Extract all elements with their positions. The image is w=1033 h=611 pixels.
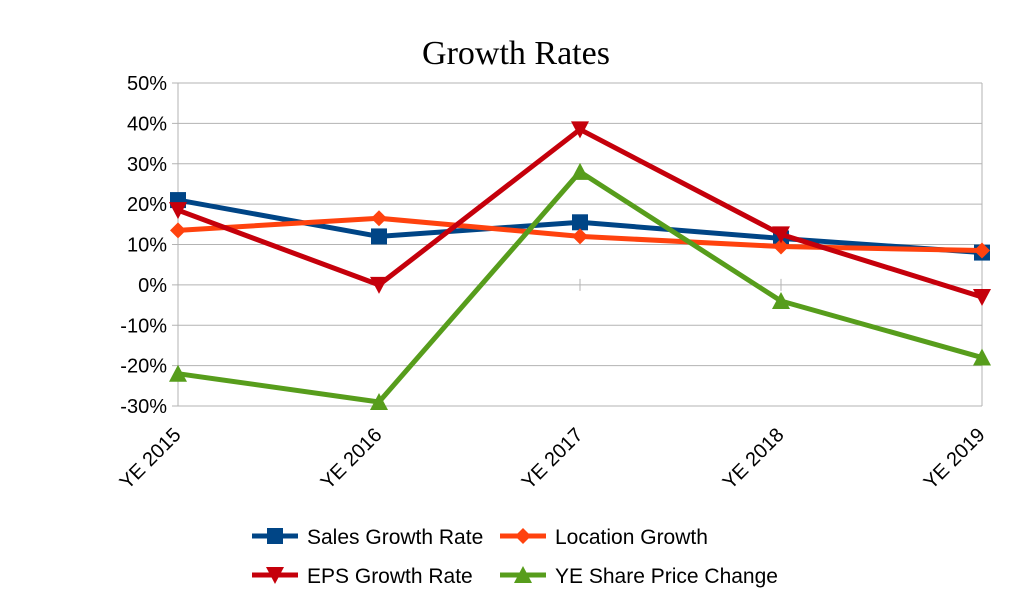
- x-axis-ticks: YE 2015 YE 2016 YE 2017 YE 2018 YE 2019: [116, 424, 990, 494]
- data-point-series-3: [571, 121, 589, 139]
- data-point-series-2: [170, 222, 186, 239]
- data-point-series-2: [974, 242, 990, 259]
- series-line-3: [177, 126, 983, 300]
- data-point-series-4: [571, 162, 589, 180]
- legend-label-3: EPS Growth Rate: [307, 565, 473, 588]
- legend-marker-3: [266, 567, 284, 584]
- data-point-series-4: [370, 392, 388, 410]
- series-layer: [169, 121, 991, 410]
- legend-label-1: Sales Growth Rate: [307, 526, 483, 549]
- data-point-series-4: [772, 292, 790, 310]
- y-tick-label: 10%: [127, 235, 167, 257]
- y-tick-label: -10%: [120, 315, 167, 337]
- legend-marker-4: [514, 566, 532, 583]
- legend-label-4: YE Share Price Change: [555, 565, 778, 588]
- data-point-series-3: [370, 276, 388, 294]
- y-tick-label: 40%: [127, 113, 167, 135]
- y-tick-label: 0%: [138, 275, 167, 297]
- data-point-series-1: [371, 228, 387, 245]
- legend-label-2: Location Growth: [555, 526, 708, 549]
- legend-marker-2: [515, 528, 531, 544]
- data-point-series-2: [773, 238, 789, 255]
- y-tick-label: -30%: [120, 396, 167, 418]
- data-point-series-4: [973, 348, 991, 366]
- y-tick-label: -20%: [120, 356, 167, 378]
- data-point-series-2: [371, 210, 387, 227]
- y-tick-label: 50%: [127, 73, 167, 95]
- x-tick-label: YE 2019: [920, 424, 990, 494]
- y-tick-label: 30%: [127, 154, 167, 176]
- data-point-series-2: [572, 228, 588, 245]
- chart-title: Growth Rates: [422, 35, 610, 72]
- data-point-series-4: [169, 364, 187, 382]
- legend: Sales Growth Rate Location Growth EPS Grow…: [252, 526, 778, 588]
- x-tick-label: YE 2017: [518, 424, 588, 494]
- data-point-series-3: [169, 202, 187, 220]
- data-point-series-1: [572, 214, 588, 231]
- legend-marker-1: [267, 528, 283, 544]
- data-point-series-3: [973, 288, 991, 306]
- x-tick-label: YE 2018: [719, 424, 789, 494]
- data-point-series-3: [772, 226, 790, 244]
- y-axis-ticks: 50% 40% 30% 20% 10% 0% -10% -20% -30%: [120, 73, 167, 418]
- y-tick-label: 20%: [127, 194, 167, 216]
- x-tick-label: YE 2016: [317, 424, 387, 494]
- x-tick-label: YE 2015: [116, 424, 186, 494]
